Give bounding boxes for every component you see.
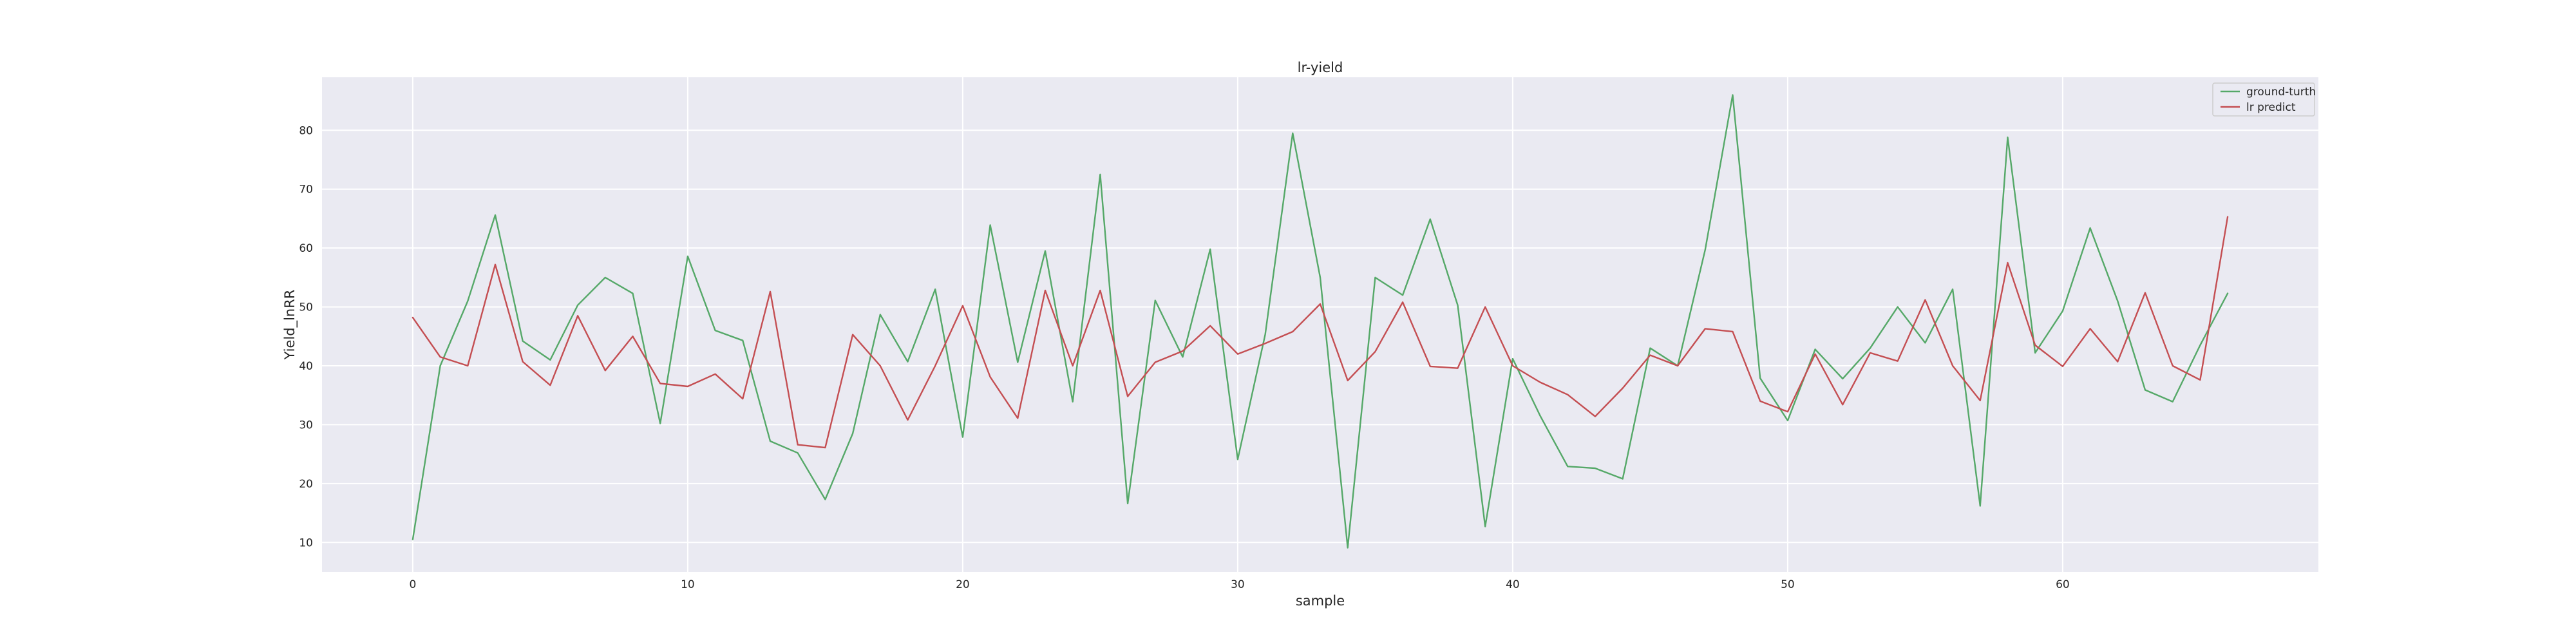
series-line-lr-predict — [412, 216, 2229, 449]
y-tick-label: 60 — [299, 242, 313, 255]
chart-title: lr-yield — [1298, 60, 1343, 75]
x-tick-label: 20 — [956, 578, 970, 591]
legend: ground-turth lr predict — [2212, 82, 2316, 117]
series-layer — [412, 94, 2229, 549]
x-tick-label: 50 — [1781, 578, 1795, 591]
y-axis-label: Yield_lnRR — [282, 290, 298, 361]
y-tick-label: 70 — [299, 184, 313, 196]
y-tick-label: 20 — [299, 478, 313, 491]
x-tick-label: 60 — [2056, 578, 2070, 591]
y-tick-label: 80 — [299, 124, 313, 137]
y-tick-label: 40 — [299, 360, 313, 373]
legend-label-lr-predict: lr predict — [2246, 101, 2296, 114]
y-tick-label: 30 — [299, 419, 313, 431]
legend-label-ground-turth: ground-turth — [2246, 86, 2316, 99]
series-line-ground-turth — [412, 94, 2229, 549]
tick-labels: 0 10 20 30 40 50 60 10 20 30 40 50 60 70 80 — [299, 124, 2069, 591]
x-tick-label: 10 — [681, 578, 695, 591]
x-tick-label: 0 — [409, 578, 416, 591]
x-axis-label: sample — [1296, 593, 1345, 609]
x-tick-label: 40 — [1506, 578, 1520, 591]
y-tick-label: 10 — [299, 536, 313, 549]
y-tick-label: 50 — [299, 301, 313, 314]
x-tick-label: 30 — [1231, 578, 1245, 591]
plot-area — [322, 77, 2318, 572]
